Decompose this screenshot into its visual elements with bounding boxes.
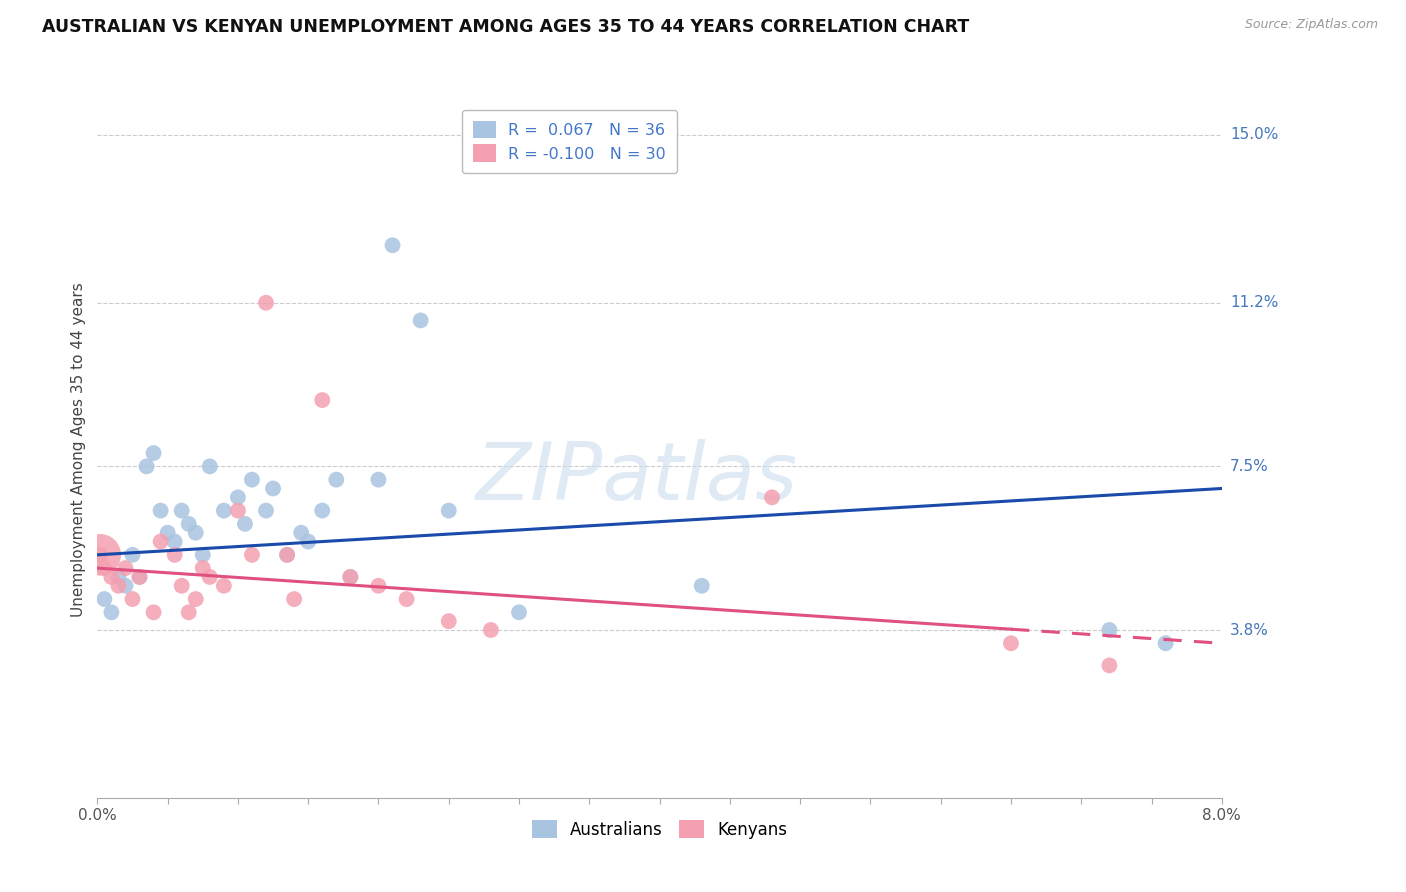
Point bbox=[184, 525, 207, 540]
Point bbox=[262, 482, 284, 496]
Point bbox=[107, 579, 129, 593]
Point bbox=[226, 491, 249, 505]
Text: 15.0%: 15.0% bbox=[1230, 128, 1278, 142]
Point bbox=[170, 579, 193, 593]
Point bbox=[177, 516, 200, 531]
Point bbox=[409, 313, 432, 327]
Point bbox=[240, 548, 263, 562]
Point bbox=[89, 548, 111, 562]
Point bbox=[297, 534, 319, 549]
Point bbox=[367, 473, 389, 487]
Point bbox=[325, 473, 347, 487]
Point bbox=[212, 503, 235, 517]
Point bbox=[339, 570, 361, 584]
Point bbox=[191, 561, 214, 575]
Point bbox=[93, 561, 115, 575]
Point bbox=[170, 503, 193, 517]
Point bbox=[1154, 636, 1177, 650]
Point bbox=[156, 525, 179, 540]
Point bbox=[508, 605, 530, 619]
Point bbox=[367, 579, 389, 593]
Point bbox=[290, 525, 312, 540]
Legend: R =  0.067   N = 36, R = -0.100   N = 30: R = 0.067 N = 36, R = -0.100 N = 30 bbox=[463, 110, 678, 173]
Point bbox=[283, 592, 305, 607]
Point bbox=[437, 614, 460, 628]
Point bbox=[254, 295, 277, 310]
Point bbox=[142, 446, 165, 460]
Point bbox=[339, 570, 361, 584]
Point bbox=[690, 579, 713, 593]
Point bbox=[163, 534, 186, 549]
Point bbox=[163, 548, 186, 562]
Point bbox=[100, 605, 122, 619]
Point bbox=[276, 548, 298, 562]
Point bbox=[240, 473, 263, 487]
Point bbox=[311, 503, 333, 517]
Text: AUSTRALIAN VS KENYAN UNEMPLOYMENT AMONG AGES 35 TO 44 YEARS CORRELATION CHART: AUSTRALIAN VS KENYAN UNEMPLOYMENT AMONG … bbox=[42, 18, 969, 36]
Point bbox=[226, 503, 249, 517]
Point bbox=[1098, 623, 1121, 637]
Text: 7.5%: 7.5% bbox=[1230, 458, 1268, 474]
Text: 11.2%: 11.2% bbox=[1230, 295, 1278, 310]
Text: ZIPatlas: ZIPatlas bbox=[477, 439, 799, 516]
Point bbox=[177, 605, 200, 619]
Point bbox=[128, 570, 150, 584]
Point bbox=[212, 579, 235, 593]
Point bbox=[191, 548, 214, 562]
Point bbox=[142, 605, 165, 619]
Point bbox=[93, 592, 115, 607]
Point bbox=[107, 570, 129, 584]
Point bbox=[114, 579, 136, 593]
Point bbox=[1098, 658, 1121, 673]
Point bbox=[761, 491, 783, 505]
Point bbox=[114, 561, 136, 575]
Point bbox=[198, 459, 221, 474]
Point bbox=[128, 570, 150, 584]
Point bbox=[121, 548, 143, 562]
Text: Source: ZipAtlas.com: Source: ZipAtlas.com bbox=[1244, 18, 1378, 31]
Point bbox=[254, 503, 277, 517]
Point bbox=[276, 548, 298, 562]
Point bbox=[89, 548, 111, 562]
Point bbox=[184, 592, 207, 607]
Y-axis label: Unemployment Among Ages 35 to 44 years: Unemployment Among Ages 35 to 44 years bbox=[72, 283, 86, 617]
Point bbox=[479, 623, 502, 637]
Point bbox=[121, 592, 143, 607]
Point bbox=[311, 392, 333, 407]
Point bbox=[437, 503, 460, 517]
Point bbox=[135, 459, 157, 474]
Point bbox=[381, 238, 404, 252]
Point bbox=[1000, 636, 1022, 650]
Point bbox=[149, 534, 172, 549]
Text: 3.8%: 3.8% bbox=[1230, 623, 1270, 638]
Point bbox=[198, 570, 221, 584]
Point bbox=[100, 570, 122, 584]
Point bbox=[395, 592, 418, 607]
Point bbox=[233, 516, 256, 531]
Point bbox=[149, 503, 172, 517]
